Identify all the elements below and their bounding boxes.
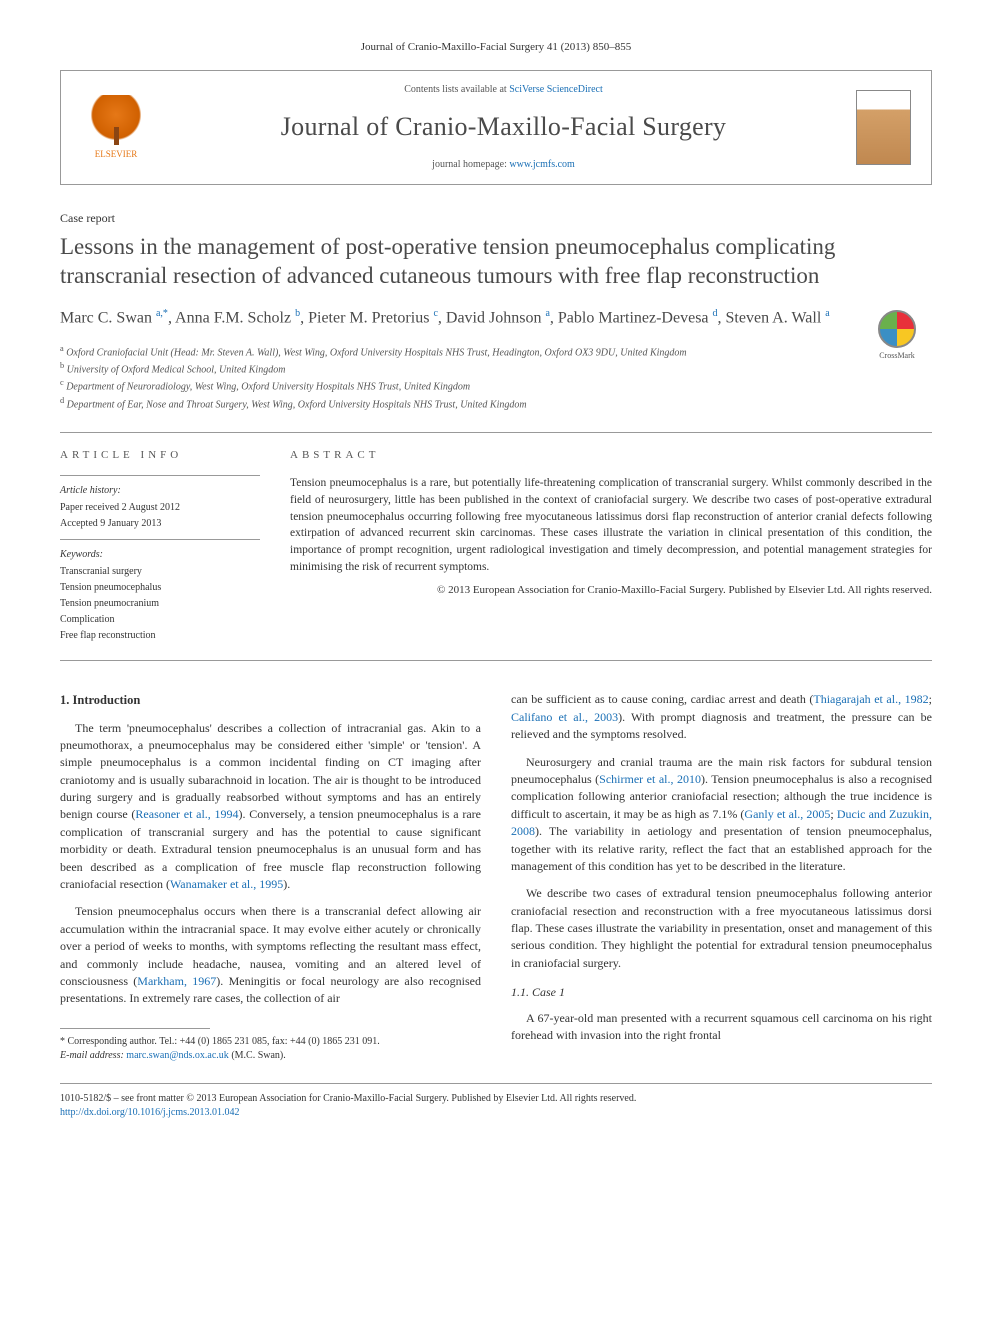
body-paragraph: can be sufficient as to cause coning, ca… xyxy=(511,691,932,743)
crossmark-icon xyxy=(878,310,916,348)
journal-header-box: ELSEVIER Contents lists available at Sci… xyxy=(60,70,932,184)
bottom-matter: 1010-5182/$ – see front matter © 2013 Eu… xyxy=(60,1083,932,1120)
publisher-name: ELSEVIER xyxy=(95,149,138,159)
footnote-tel-fax: * Corresponding author. Tel.: +44 (0) 18… xyxy=(60,1035,481,1049)
received-date: Paper received 2 August 2012 xyxy=(60,501,260,515)
abstract-column: ABSTRACT Tension pneumocephalus is a rar… xyxy=(290,448,932,645)
affiliation-line: c Department of Neuroradiology, West Win… xyxy=(60,377,932,394)
body-column-left: 1. Introduction The term 'pneumocephalus… xyxy=(60,691,481,1062)
citation-link[interactable]: Markham, 1967 xyxy=(137,974,216,988)
author-list: Marc C. Swan a,*, Anna F.M. Scholz b, Pi… xyxy=(60,306,932,330)
introduction-heading: 1. Introduction xyxy=(60,691,481,709)
elsevier-tree-icon xyxy=(91,95,141,145)
citation-link[interactable]: Ganly et al., 2005 xyxy=(744,807,830,821)
front-matter-line: 1010-5182/$ – see front matter © 2013 Eu… xyxy=(60,1092,932,1106)
abstract-header: ABSTRACT xyxy=(290,448,932,463)
author-email-link[interactable]: marc.swan@nds.ox.ac.uk xyxy=(126,1050,229,1061)
keywords-label: Keywords: xyxy=(60,548,260,562)
footnote-email-line: E-mail address: marc.swan@nds.ox.ac.uk (… xyxy=(60,1049,481,1063)
body-paragraph: Neurosurgery and cranial trauma are the … xyxy=(511,754,932,876)
body-column-right: can be sufficient as to cause coning, ca… xyxy=(511,691,932,1062)
info-abstract-row: ARTICLE INFO Article history: Paper rece… xyxy=(60,432,932,661)
journal-cover-thumbnail[interactable] xyxy=(856,90,911,165)
article-type-label: Case report xyxy=(60,210,932,227)
homepage-line: journal homepage: www.jcmfs.com xyxy=(151,158,856,172)
body-paragraph: A 67-year-old man presented with a recur… xyxy=(511,1010,932,1045)
body-paragraph: Tension pneumocephalus occurs when there… xyxy=(60,903,481,1007)
keyword: Free flap reconstruction xyxy=(60,629,260,643)
sciencedirect-link[interactable]: SciVerse ScienceDirect xyxy=(509,84,603,95)
citation-link[interactable]: Califano et al., 2003 xyxy=(511,710,618,724)
homepage-link[interactable]: www.jcmfs.com xyxy=(509,159,574,170)
crossmark-badge[interactable]: CrossMark xyxy=(862,310,932,361)
doi-link[interactable]: http://dx.doi.org/10.1016/j.jcms.2013.01… xyxy=(60,1107,240,1118)
contents-line: Contents lists available at SciVerse Sci… xyxy=(151,83,856,97)
footnote-separator xyxy=(60,1028,210,1029)
keyword: Transcranial surgery xyxy=(60,565,260,579)
corresponding-author-footnote: * Corresponding author. Tel.: +44 (0) 18… xyxy=(60,1035,481,1063)
affiliations-list: a Oxford Craniofacial Unit (Head: Mr. St… xyxy=(60,343,932,412)
article-history: Article history: Paper received 2 August… xyxy=(60,475,260,531)
abstract-text: Tension pneumocephalus is a rare, but po… xyxy=(290,475,932,575)
citation-link[interactable]: Reasoner et al., 1994 xyxy=(135,807,238,821)
body-columns: 1. Introduction The term 'pneumocephalus… xyxy=(60,691,932,1062)
keywords-section: Keywords: Transcranial surgery Tension pn… xyxy=(60,539,260,643)
abstract-copyright: © 2013 European Association for Cranio-M… xyxy=(290,583,932,598)
article-title: Lessons in the management of post-operat… xyxy=(60,232,932,292)
header-center: Contents lists available at SciVerse Sci… xyxy=(151,83,856,171)
body-paragraph: We describe two cases of extradural tens… xyxy=(511,885,932,972)
body-paragraph: The term 'pneumocephalus' describes a co… xyxy=(60,720,481,894)
case1-heading: 1.1. Case 1 xyxy=(511,984,932,1001)
contents-prefix: Contents lists available at xyxy=(404,84,509,95)
keyword: Complication xyxy=(60,613,260,627)
journal-title: Journal of Cranio-Maxillo-Facial Surgery xyxy=(151,109,856,145)
article-info-header: ARTICLE INFO xyxy=(60,448,260,463)
crossmark-label: CrossMark xyxy=(862,350,932,361)
article-info-column: ARTICLE INFO Article history: Paper rece… xyxy=(60,448,260,645)
elsevier-logo[interactable]: ELSEVIER xyxy=(81,95,151,161)
journal-citation: Journal of Cranio-Maxillo-Facial Surgery… xyxy=(60,40,932,55)
citation-link[interactable]: Wanamaker et al., 1995 xyxy=(170,877,283,891)
citation-link[interactable]: Schirmer et al., 2010 xyxy=(599,772,701,786)
citation-link[interactable]: Thiagarajah et al., 1982 xyxy=(813,692,928,706)
keyword: Tension pneumocranium xyxy=(60,597,260,611)
accepted-date: Accepted 9 January 2013 xyxy=(60,517,260,531)
affiliation-line: d Department of Ear, Nose and Throat Sur… xyxy=(60,395,932,412)
affiliation-line: b University of Oxford Medical School, U… xyxy=(60,360,932,377)
history-label: Article history: xyxy=(60,484,260,498)
homepage-prefix: journal homepage: xyxy=(432,159,509,170)
affiliation-line: a Oxford Craniofacial Unit (Head: Mr. St… xyxy=(60,343,932,360)
keyword: Tension pneumocephalus xyxy=(60,581,260,595)
